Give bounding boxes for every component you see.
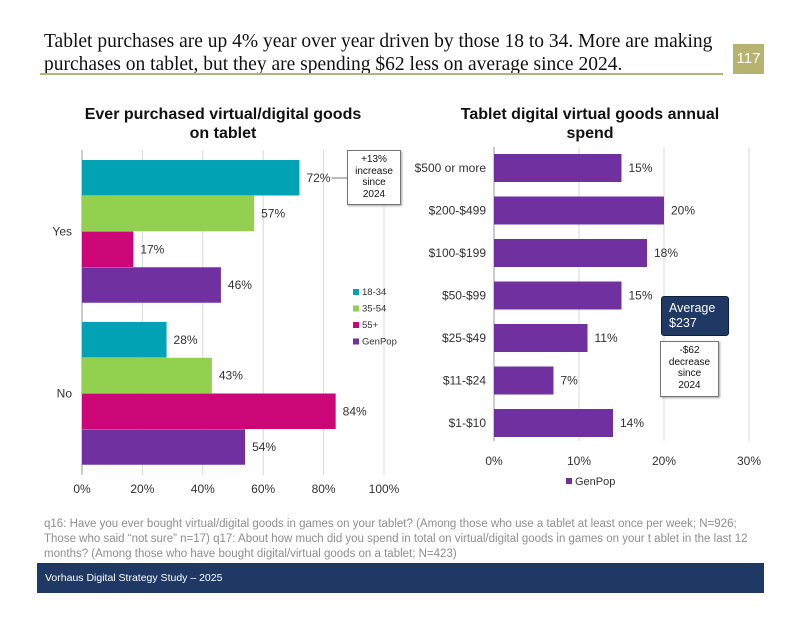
right-chart-title: Tablet digital virtual goods annual spen…: [460, 106, 720, 142]
right-bar: [494, 324, 588, 352]
right-x-tick-label: 20%: [652, 454, 676, 468]
slide-headline: Tablet purchases are up 4% year over yea…: [44, 31, 713, 75]
left-bar: [82, 195, 255, 232]
right-bar-value-label: 14%: [620, 416, 644, 430]
left-x-tick-label: 60%: [251, 482, 275, 496]
left-legend-label: GenPop: [362, 337, 397, 348]
left-bar: [82, 160, 300, 196]
left-bar: [82, 357, 212, 394]
left-x-tick-label: 40%: [191, 482, 215, 496]
right-bar: [494, 196, 664, 225]
right-bar: [494, 409, 613, 437]
left-legend-swatch: [353, 338, 359, 345]
left-bar: [82, 267, 221, 303]
headline-rule: [40, 73, 723, 75]
left-bar: [82, 231, 134, 267]
right-bar-value-label: 7%: [561, 374, 579, 388]
callout-line: -$62: [679, 345, 700, 356]
left-category-label: No: [57, 387, 73, 401]
callout-line: 2024: [678, 379, 701, 391]
left-legend-label: 18-34: [362, 287, 386, 298]
right-category-label: $11-$24: [443, 374, 486, 388]
average-value: $237: [669, 316, 697, 330]
left-chart-title: Ever purchased virtual/digital goods on …: [84, 106, 362, 142]
left-legend-label: 55+: [362, 320, 379, 331]
left-bar-value-label: 57%: [261, 207, 285, 221]
callout-line: 2024: [362, 188, 386, 200]
right-change-callout: -$62 decrease since 2024: [660, 341, 719, 397]
right-bar: [494, 281, 622, 310]
left-bar: [82, 429, 246, 465]
left-bar-value-label: 46%: [228, 278, 252, 292]
left-x-tick-label: 80%: [312, 482, 336, 496]
right-category-label: $500 or more: [415, 161, 487, 175]
left-x-tick-label: 0%: [73, 482, 91, 496]
right-category-label: $200-$499: [429, 204, 487, 218]
right-bar: [494, 239, 647, 267]
right-legend-swatch: [566, 478, 572, 484]
right-legend-label: GenPop: [575, 476, 615, 488]
right-bar: [494, 366, 554, 395]
left-change-callout: +13% increase since 2024: [347, 150, 401, 205]
left-x-tick-label: 20%: [130, 482, 154, 496]
average-spend-box: Average $237: [661, 296, 729, 336]
left-bar-value-label: 43%: [219, 369, 243, 383]
left-bar: [82, 322, 167, 358]
left-bar: [82, 393, 336, 429]
right-category-label: $50-$99: [442, 289, 486, 303]
right-category-label: $1-$10: [449, 416, 487, 430]
right-bar-value-label: 18%: [654, 246, 678, 260]
right-bar-value-label: 15%: [629, 289, 653, 303]
left-x-tick-label: 100%: [369, 482, 400, 496]
left-bar-value-label: 17%: [140, 242, 164, 256]
left-category-label: Yes: [52, 225, 72, 239]
left-bar-value-label: 54%: [252, 440, 276, 454]
page-number: 117: [733, 44, 764, 74]
survey-footnote: q16: Have you ever bought virtual/digita…: [44, 518, 748, 560]
callout-line: +13%: [361, 154, 387, 165]
right-x-tick-label: 10%: [567, 454, 591, 468]
callout-line: since: [677, 368, 702, 379]
left-bar-value-label: 72%: [306, 171, 330, 185]
left-legend-swatch: [353, 322, 359, 328]
right-x-tick-label: 0%: [485, 454, 503, 468]
left-legend-label: 35-54: [362, 304, 386, 315]
footer-bar: Vorhaus Digital Strategy Study – 2025: [37, 563, 764, 593]
right-bar-value-label: 15%: [629, 161, 653, 175]
left-bar-value-label: 84%: [343, 404, 367, 418]
right-category-label: $25-$49: [442, 331, 486, 345]
right-bar-value-label: 11%: [595, 331, 618, 345]
callout-line: increase: [355, 165, 393, 177]
left-legend-swatch: [353, 305, 359, 312]
right-bar: [494, 154, 622, 182]
right-category-label: $100-$199: [429, 246, 487, 260]
average-label: Average: [669, 301, 716, 315]
left-bar-value-label: 28%: [174, 333, 198, 347]
right-bar-value-label: 20%: [671, 204, 695, 218]
left-legend-swatch: [353, 289, 359, 295]
callout-line: decrease: [668, 356, 711, 368]
callout-line: since: [362, 177, 386, 188]
right-x-tick-label: 30%: [737, 454, 761, 468]
